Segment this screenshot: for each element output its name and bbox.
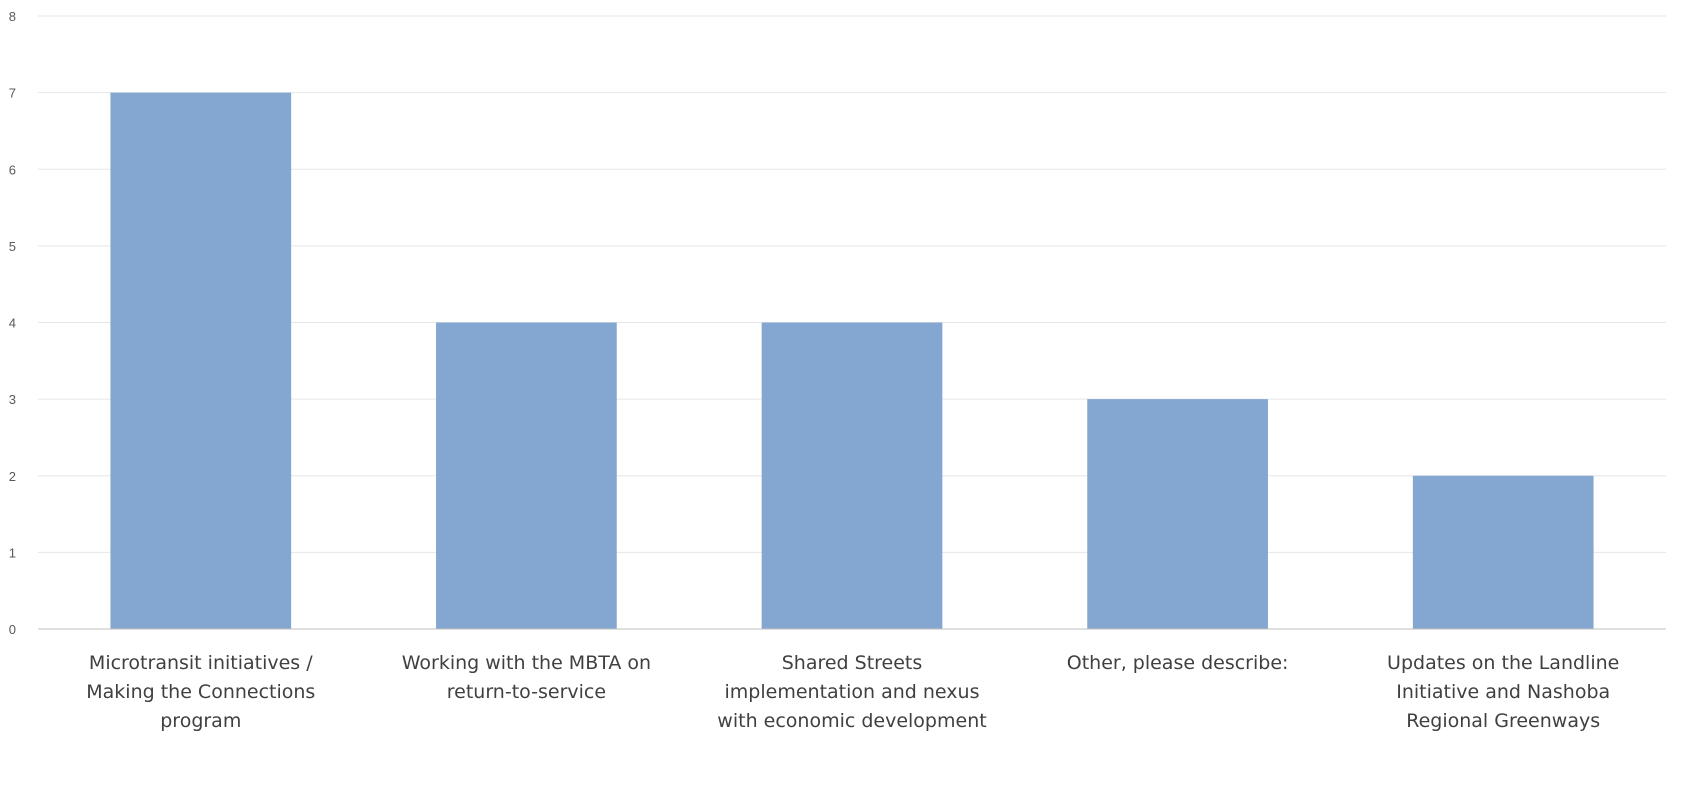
x-category-label-line: Other, please describe:	[1067, 652, 1289, 674]
y-tick-label: 2	[9, 469, 16, 484]
x-category-label-line: Updates on the Landline	[1387, 652, 1619, 674]
x-category-label-line: Regional Greenways	[1406, 710, 1600, 732]
x-category-label: Other, please describe:	[1067, 652, 1289, 674]
x-axis-category-labels: Microtransit initiatives / Making the Con…	[86, 652, 1619, 732]
bars	[110, 93, 1593, 629]
x-category-label-line: Microtransit initiatives /	[89, 652, 313, 674]
y-tick-label: 3	[9, 392, 16, 407]
x-category-label: Shared Streets implementation and nexus wi…	[717, 652, 986, 732]
bar	[110, 93, 291, 629]
y-axis-tick-labels: 0 1 2 3 4 5 6 7 8	[9, 9, 16, 637]
x-category-label-line: program	[160, 710, 241, 732]
y-tick-label: 1	[9, 545, 16, 560]
y-tick-label: 7	[9, 86, 16, 101]
y-tick-label: 0	[9, 622, 16, 637]
bar	[436, 323, 617, 630]
x-category-label-line: implementation and nexus	[725, 681, 980, 703]
bar	[1087, 399, 1268, 629]
x-category-label: Updates on the Landline Initiative and Na…	[1387, 652, 1619, 732]
bar	[1413, 476, 1594, 629]
x-category-label: Microtransit initiatives / Making the Con…	[86, 652, 315, 732]
y-tick-label: 8	[9, 9, 16, 24]
x-category-label-line: with economic development	[717, 710, 986, 732]
x-category-label-line: Working with the MBTA on	[402, 652, 651, 674]
x-category-label-line: return-to-service	[447, 681, 606, 703]
x-category-label-line: Shared Streets	[782, 652, 923, 674]
y-tick-label: 6	[9, 162, 16, 177]
x-category-label-line: Making the Connections	[86, 681, 315, 703]
x-category-label-line: Initiative and Nashoba	[1396, 681, 1610, 703]
bar	[762, 323, 943, 630]
x-category-label: Working with the MBTA on return-to-servic…	[402, 652, 651, 703]
y-tick-label: 4	[9, 316, 16, 331]
y-tick-label: 5	[9, 239, 16, 254]
